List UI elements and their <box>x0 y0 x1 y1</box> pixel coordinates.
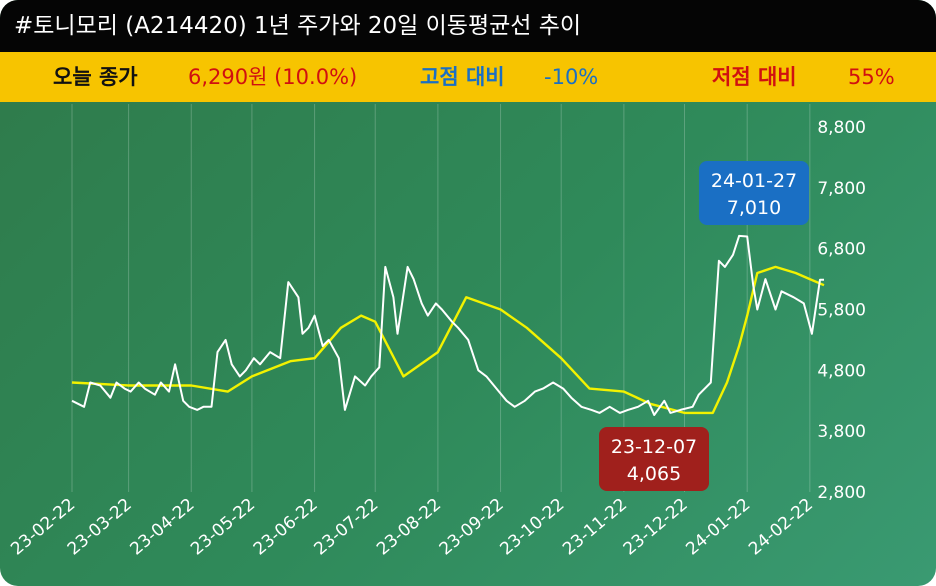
x-tick-label: 24-02-22 <box>745 495 817 560</box>
moving-average-line <box>71 265 825 415</box>
y-tick-label: 6,800 <box>817 240 866 260</box>
summary-bar: 오늘 종가 6,290원 (10.0%) 고점 대비 -10% 저점 대비 55… <box>0 52 936 102</box>
x-tick-label: 23-12-22 <box>620 495 692 560</box>
from-low-label: 저점 대비 <box>712 65 797 89</box>
y-tick-label: 7,800 <box>817 179 866 199</box>
y-tick-label: 5,800 <box>817 301 866 321</box>
from-low-value: 55% <box>848 65 895 89</box>
high-callout-date: 24-01-27 <box>711 170 797 192</box>
x-tick-label: 23-04-22 <box>127 495 199 560</box>
plot-area <box>71 234 825 416</box>
x-tick-label: 23-09-22 <box>436 495 508 560</box>
low-callout-date: 23-12-07 <box>611 436 697 458</box>
x-tick-label: 23-07-22 <box>310 495 382 560</box>
x-tick-label: 24-01-22 <box>682 495 754 560</box>
from-high-label: 고점 대비 <box>420 65 505 89</box>
today-close-label: 오늘 종가 <box>53 65 138 89</box>
x-tick-label: 23-06-22 <box>250 495 322 560</box>
y-tick-label: 3,800 <box>817 422 866 442</box>
x-tick-label: 23-11-22 <box>559 495 631 560</box>
annotations: 24-01-27 7,010 23-12-07 4,065 <box>599 161 809 491</box>
y-tick-label: 4,800 <box>817 361 866 381</box>
y-tick-label: 2,800 <box>817 483 866 503</box>
low-callout-box <box>599 427 709 491</box>
x-axis: 23-02-2223-03-2223-04-2223-05-2223-06-22… <box>7 495 817 560</box>
today-close-value: 6,290원 (10.0%) <box>188 65 358 89</box>
high-callout-value: 7,010 <box>727 197 781 219</box>
x-tick-label: 23-08-22 <box>373 495 445 560</box>
x-tick-label: 23-03-22 <box>64 495 136 560</box>
x-tick-label: 23-10-22 <box>496 495 568 560</box>
from-high-value: -10% <box>544 65 599 89</box>
low-callout-value: 4,065 <box>627 463 681 485</box>
y-tick-label: 8,800 <box>817 118 866 138</box>
high-callout-box <box>699 161 809 225</box>
y-axis: 2,800 3,800 4,800 5,800 6,800 7,800 8,800 <box>817 118 866 503</box>
chart-title: #토니모리 (A214420) 1년 주가와 20일 이동평균선 추이 <box>0 0 936 52</box>
x-tick-label: 23-05-22 <box>187 495 259 560</box>
price-line <box>71 234 824 416</box>
